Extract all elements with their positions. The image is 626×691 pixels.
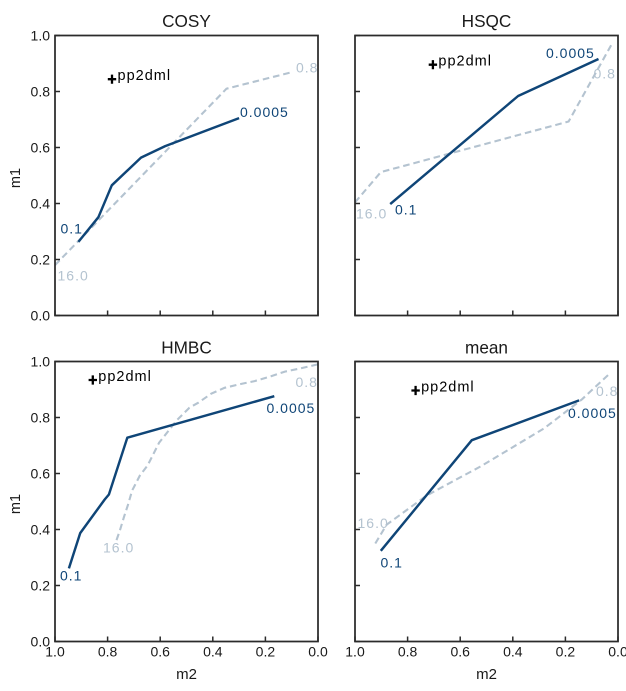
svg-text:pp2dml: pp2dml <box>118 68 172 84</box>
svg-text:0.4: 0.4 <box>31 522 51 538</box>
svg-text:0.0: 0.0 <box>31 308 51 324</box>
svg-text:1.0: 1.0 <box>345 644 365 660</box>
svg-text:0.2: 0.2 <box>556 644 576 660</box>
svg-text:0.6: 0.6 <box>450 644 470 660</box>
svg-text:m1: m1 <box>8 168 24 188</box>
svg-text:0.6: 0.6 <box>31 140 51 156</box>
svg-text:0.1: 0.1 <box>381 555 403 571</box>
svg-text:0.8: 0.8 <box>98 644 118 660</box>
svg-text:16.0: 16.0 <box>58 268 89 284</box>
svg-text:m2: m2 <box>176 666 197 683</box>
svg-text:0.6: 0.6 <box>31 466 51 482</box>
svg-text:16.0: 16.0 <box>103 540 134 556</box>
svg-text:0.4: 0.4 <box>503 644 523 660</box>
svg-text:0.4: 0.4 <box>203 644 223 660</box>
svg-text:m1: m1 <box>8 494 24 514</box>
svg-text:1.0: 1.0 <box>45 644 65 660</box>
svg-text:mean: mean <box>465 338 508 358</box>
svg-text:16.0: 16.0 <box>356 206 387 222</box>
svg-text:0.0: 0.0 <box>31 634 51 650</box>
svg-text:HMBC: HMBC <box>161 338 212 358</box>
svg-text:COSY: COSY <box>162 11 211 31</box>
svg-text:pp2dml: pp2dml <box>438 54 492 70</box>
svg-text:0.2: 0.2 <box>256 644 276 660</box>
svg-text:0.0: 0.0 <box>608 644 626 660</box>
svg-text:0.2: 0.2 <box>31 252 51 268</box>
svg-text:0.6: 0.6 <box>150 644 170 660</box>
svg-text:0.0005: 0.0005 <box>240 104 289 120</box>
svg-text:0.8: 0.8 <box>31 84 51 100</box>
svg-text:pp2dml: pp2dml <box>421 379 475 395</box>
svg-text:0.8: 0.8 <box>594 65 616 81</box>
svg-text:0.0: 0.0 <box>308 644 328 660</box>
svg-text:0.8: 0.8 <box>398 644 418 660</box>
svg-text:0.0005: 0.0005 <box>267 400 316 416</box>
svg-text:0.8: 0.8 <box>31 410 51 426</box>
svg-text:0.2: 0.2 <box>31 578 51 594</box>
svg-text:m2: m2 <box>476 666 497 683</box>
svg-text:1.0: 1.0 <box>31 354 51 370</box>
svg-text:0.8: 0.8 <box>296 374 318 390</box>
svg-text:16.0: 16.0 <box>358 515 389 531</box>
svg-text:0.1: 0.1 <box>60 568 82 584</box>
svg-text:1.0: 1.0 <box>31 28 51 44</box>
svg-text:0.0005: 0.0005 <box>568 405 617 421</box>
svg-text:0.8: 0.8 <box>596 383 618 399</box>
svg-text:0.1: 0.1 <box>61 221 83 237</box>
svg-text:0.1: 0.1 <box>395 202 417 218</box>
svg-text:HSQC: HSQC <box>462 11 512 31</box>
svg-text:0.8: 0.8 <box>296 60 318 76</box>
svg-text:pp2dml: pp2dml <box>98 369 152 385</box>
svg-text:0.0005: 0.0005 <box>546 45 595 61</box>
svg-text:0.4: 0.4 <box>31 196 51 212</box>
